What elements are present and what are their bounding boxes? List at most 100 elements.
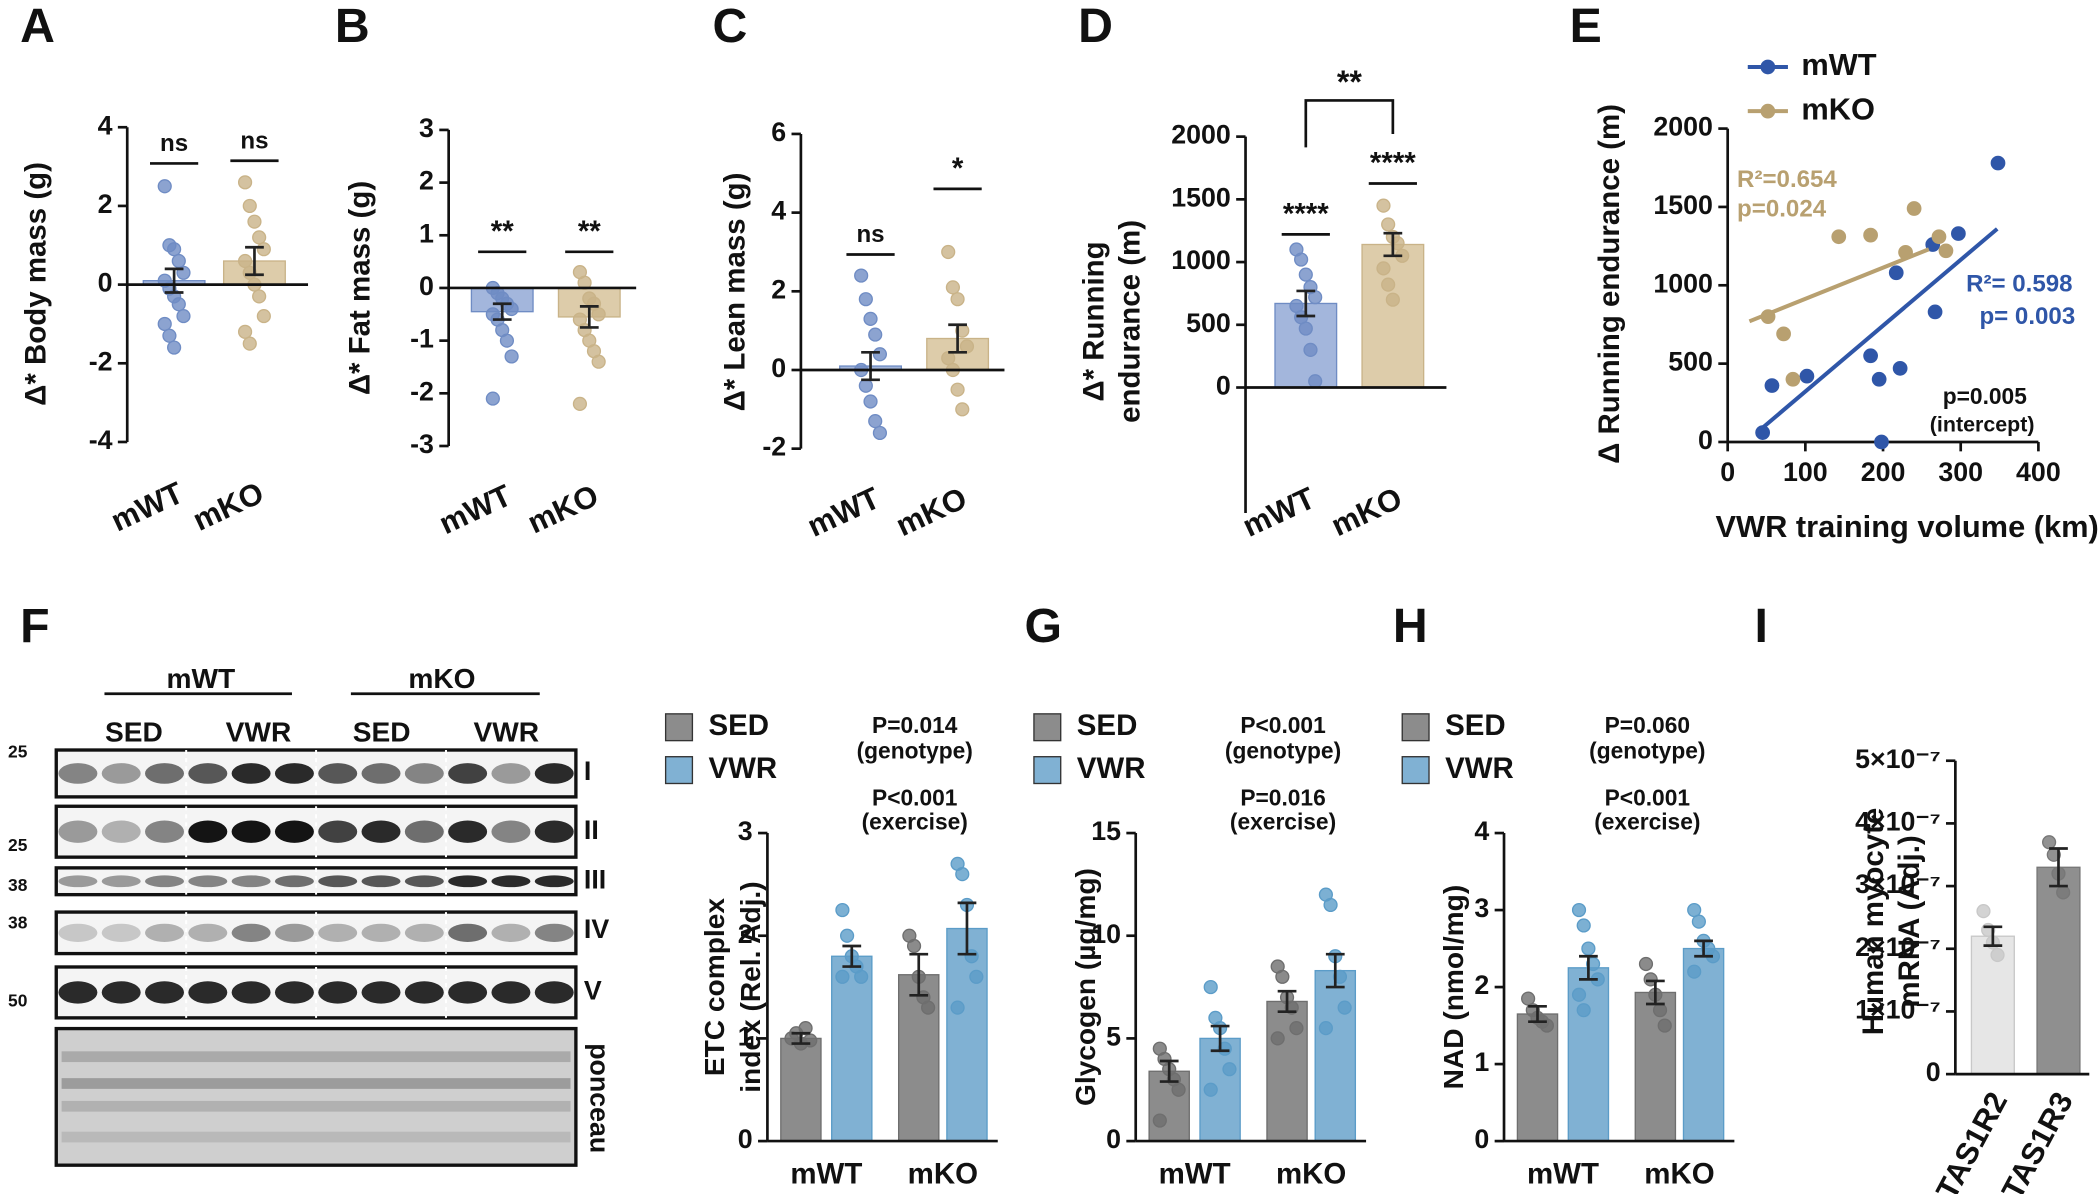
y-tick-label: -2 — [762, 432, 786, 462]
data-point — [1308, 290, 1323, 305]
y-tick-label: 3 — [1474, 893, 1489, 923]
data-point — [858, 292, 873, 307]
panel-label: G — [1025, 599, 1063, 653]
bar — [1682, 947, 1725, 1142]
blot-band — [448, 820, 488, 843]
bar — [831, 955, 873, 1142]
x-tick-label: 0 — [1720, 457, 1735, 487]
y-axis-label: index (Rel. Adj.) — [735, 881, 766, 1092]
annotation: (intercept) — [1930, 413, 2035, 437]
data-point — [499, 333, 515, 348]
data-point — [237, 324, 253, 339]
blot-band — [274, 820, 314, 843]
x-axis-label: VWR training volume (km) — [1716, 509, 2099, 544]
y-tick-label: 0 — [419, 271, 434, 301]
stain-label: ponceau — [584, 1043, 614, 1153]
data-point — [1203, 979, 1218, 995]
data-point — [242, 198, 257, 214]
category-label: mWT — [434, 477, 517, 541]
y-tick-label: 0 — [1106, 1124, 1121, 1154]
blot-band — [491, 820, 531, 843]
data-point — [1275, 969, 1290, 984]
data-point — [1298, 321, 1313, 336]
blot-band — [404, 923, 444, 942]
blot-band — [188, 820, 228, 843]
y-tick-label: 0 — [1216, 371, 1231, 401]
data-point — [1571, 987, 1587, 1002]
data-point — [1755, 425, 1770, 440]
data-point — [485, 391, 500, 406]
blot-band — [231, 981, 271, 1004]
data-point — [835, 902, 850, 918]
error-bar — [2049, 847, 2068, 888]
bar — [1314, 969, 1357, 1142]
data-point — [252, 289, 267, 304]
error-bar — [791, 1031, 811, 1045]
y-tick-label: 1 — [738, 1021, 753, 1051]
error-bar — [245, 245, 264, 277]
data-point — [945, 280, 961, 295]
blot-band — [448, 981, 488, 1004]
y-tick-label: 2 — [1474, 970, 1489, 1000]
data-point — [1571, 902, 1587, 918]
data-point — [1381, 277, 1396, 292]
y-axis-label: NAD (nmol/mg) — [1438, 885, 1469, 1090]
category-label: mWT — [1159, 1158, 1231, 1191]
category-label: mKO — [1326, 480, 1407, 543]
data-point — [1203, 1082, 1218, 1097]
data-point — [1381, 217, 1396, 232]
blot-band — [101, 763, 141, 784]
error-bar — [1383, 231, 1403, 258]
group-label: mKO — [408, 663, 475, 694]
data-point — [1863, 348, 1878, 364]
data-point — [591, 307, 606, 322]
category-label: mKO — [187, 475, 268, 538]
blot-band — [58, 981, 98, 1004]
panel-label: A — [20, 0, 55, 53]
category-label: mKO — [908, 1158, 978, 1191]
blot-band — [101, 923, 141, 942]
ponceau-band — [61, 1100, 571, 1112]
condition-label: SED — [353, 716, 411, 747]
y-tick-label: 4 — [771, 196, 786, 226]
annotation: (exercise) — [1230, 809, 1336, 835]
blot-band — [145, 875, 184, 888]
y-tick-label: 3 — [738, 816, 753, 846]
annotation: (exercise) — [1594, 809, 1700, 835]
legend-swatch — [1033, 713, 1062, 742]
blot-band — [101, 981, 141, 1004]
panel-label: H — [1393, 599, 1428, 653]
annotation: p= 0.003 — [1979, 303, 2075, 330]
data-point — [252, 230, 267, 245]
ponceau-frame — [54, 1026, 578, 1167]
annotation: (genotype) — [1225, 738, 1341, 764]
data-point — [171, 297, 186, 312]
blot-band — [145, 981, 184, 1004]
panel-label: B — [335, 0, 370, 53]
marker-label: 25 — [8, 741, 28, 761]
blot-band — [491, 763, 531, 784]
legend-swatch — [664, 756, 694, 785]
data-point — [242, 336, 257, 351]
error-bar — [1694, 939, 1713, 958]
data-point — [176, 308, 191, 324]
data-point — [504, 349, 519, 364]
legend-label: VWR — [1077, 752, 1146, 785]
error-bar — [861, 350, 880, 382]
category-label: mWT — [106, 475, 189, 539]
data-point — [1871, 371, 1887, 387]
data-point — [906, 938, 922, 954]
data-point — [1298, 267, 1313, 282]
error-bar — [1645, 979, 1665, 1006]
y-tick-label: 2 — [419, 166, 434, 196]
y-tick-label: 500 — [1668, 347, 1713, 377]
data-point — [1938, 243, 1954, 259]
group-label: mWT — [167, 663, 236, 694]
blot-band — [274, 981, 314, 1004]
condition-label: VWR — [226, 716, 292, 747]
blot-band — [404, 875, 444, 888]
data-point — [1171, 1082, 1186, 1097]
blot-band — [58, 820, 98, 843]
y-tick-label: -2 — [410, 376, 434, 406]
